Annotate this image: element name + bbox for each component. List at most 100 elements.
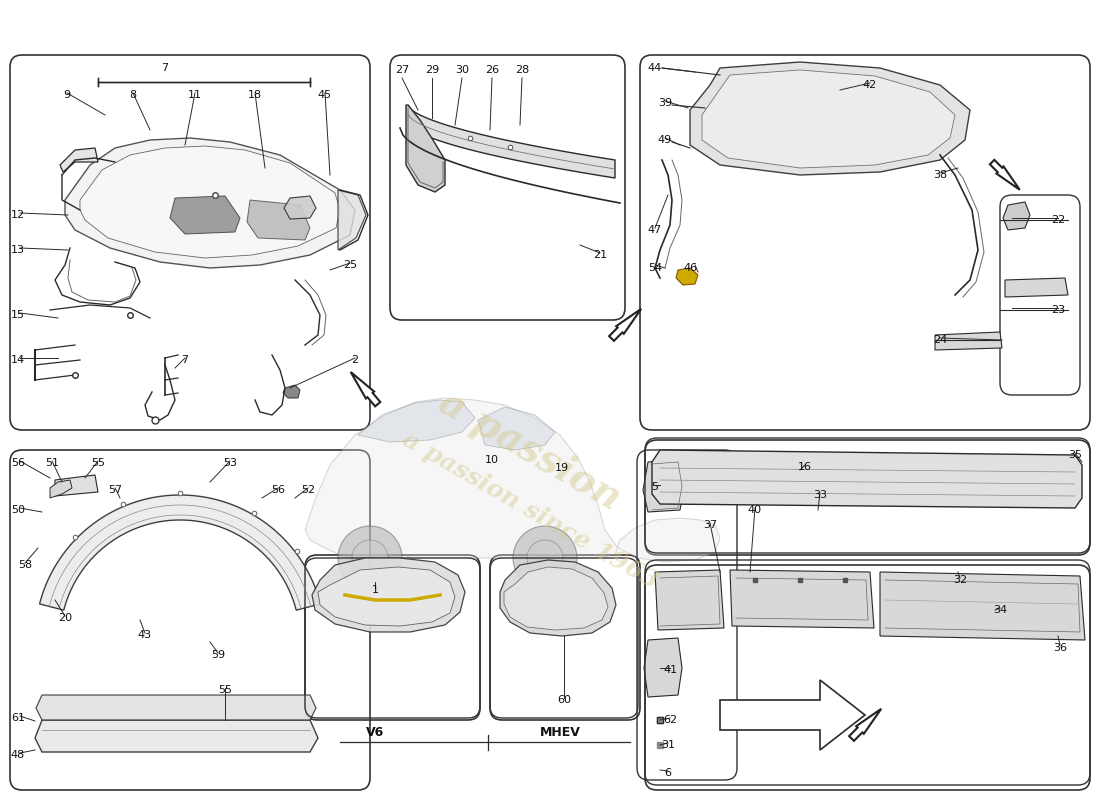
Text: 12: 12 [11,210,25,220]
Polygon shape [80,146,340,258]
Polygon shape [318,567,455,626]
Polygon shape [1005,278,1068,297]
Polygon shape [676,268,698,285]
Text: 40: 40 [748,505,762,515]
Text: 46: 46 [683,263,697,273]
Text: 29: 29 [425,65,439,75]
Text: 55: 55 [218,685,232,695]
Text: 32: 32 [953,575,967,585]
Polygon shape [60,148,98,172]
Polygon shape [1003,202,1030,230]
Text: 21: 21 [593,250,607,260]
Text: 1: 1 [372,585,378,595]
Text: 47: 47 [648,225,662,235]
Polygon shape [702,70,955,168]
Polygon shape [50,480,72,498]
Text: 59: 59 [211,650,226,660]
Polygon shape [609,309,641,341]
Circle shape [527,540,563,576]
Text: 7: 7 [182,355,188,365]
Text: 13: 13 [11,245,25,255]
Text: 61: 61 [11,713,25,723]
Polygon shape [504,567,608,630]
Polygon shape [880,572,1085,640]
Polygon shape [40,495,320,610]
Polygon shape [305,398,720,562]
Polygon shape [312,558,465,632]
Text: 5: 5 [651,482,659,492]
Text: 38: 38 [933,170,947,180]
Text: 7: 7 [162,63,168,73]
Text: 33: 33 [813,490,827,500]
Circle shape [352,540,388,576]
Text: 45: 45 [318,90,332,100]
Text: 44: 44 [648,63,662,73]
Text: 23: 23 [1050,305,1065,315]
Polygon shape [35,720,318,752]
Text: 51: 51 [45,458,59,468]
Text: 39: 39 [658,98,672,108]
Polygon shape [935,332,1002,350]
Text: 36: 36 [1053,643,1067,653]
Polygon shape [644,460,685,512]
Polygon shape [406,105,446,192]
Text: 16: 16 [798,462,812,472]
Text: 35: 35 [1068,450,1082,460]
Polygon shape [284,196,316,219]
Text: 54: 54 [648,263,662,273]
Text: 50: 50 [11,505,25,515]
Polygon shape [36,695,316,720]
Text: 26: 26 [485,65,499,75]
Circle shape [513,526,578,590]
Text: 53: 53 [223,458,236,468]
Text: 30: 30 [455,65,469,75]
Text: V6: V6 [366,726,384,738]
Text: 55: 55 [91,458,104,468]
Polygon shape [351,372,381,406]
Polygon shape [730,570,875,628]
Text: 20: 20 [58,613,73,623]
Text: 28: 28 [515,65,529,75]
Text: 34: 34 [993,605,1008,615]
Text: 2: 2 [351,355,359,365]
Text: 18: 18 [248,90,262,100]
Text: 19: 19 [554,463,569,473]
Text: 62: 62 [663,715,678,725]
Polygon shape [170,196,240,234]
Polygon shape [990,160,1020,190]
Text: 57: 57 [108,485,122,495]
Text: 42: 42 [862,80,877,90]
Text: 22: 22 [1050,215,1065,225]
Polygon shape [478,407,556,450]
Text: 43: 43 [138,630,152,640]
Text: MHEV: MHEV [540,726,581,738]
Polygon shape [652,450,1082,508]
Text: 37: 37 [703,520,717,530]
Polygon shape [55,475,98,496]
Text: 52: 52 [301,485,315,495]
Text: 6: 6 [664,768,671,778]
Polygon shape [690,62,970,175]
Text: 25: 25 [343,260,358,270]
Polygon shape [500,560,616,636]
Polygon shape [849,709,881,741]
Text: 27: 27 [395,65,409,75]
Polygon shape [358,400,475,442]
Text: 9: 9 [64,90,70,100]
Polygon shape [338,190,366,250]
Text: 31: 31 [661,740,675,750]
Text: 58: 58 [18,560,32,570]
Text: 11: 11 [188,90,202,100]
Text: 41: 41 [663,665,678,675]
Text: 56: 56 [271,485,285,495]
Text: 14: 14 [11,355,25,365]
Text: 49: 49 [658,135,672,145]
Polygon shape [720,680,865,750]
Text: 10: 10 [485,455,499,465]
Text: 60: 60 [557,695,571,705]
Polygon shape [654,570,724,630]
Text: 48: 48 [11,750,25,760]
Polygon shape [65,138,355,268]
Text: 24: 24 [933,335,947,345]
Polygon shape [408,105,615,178]
